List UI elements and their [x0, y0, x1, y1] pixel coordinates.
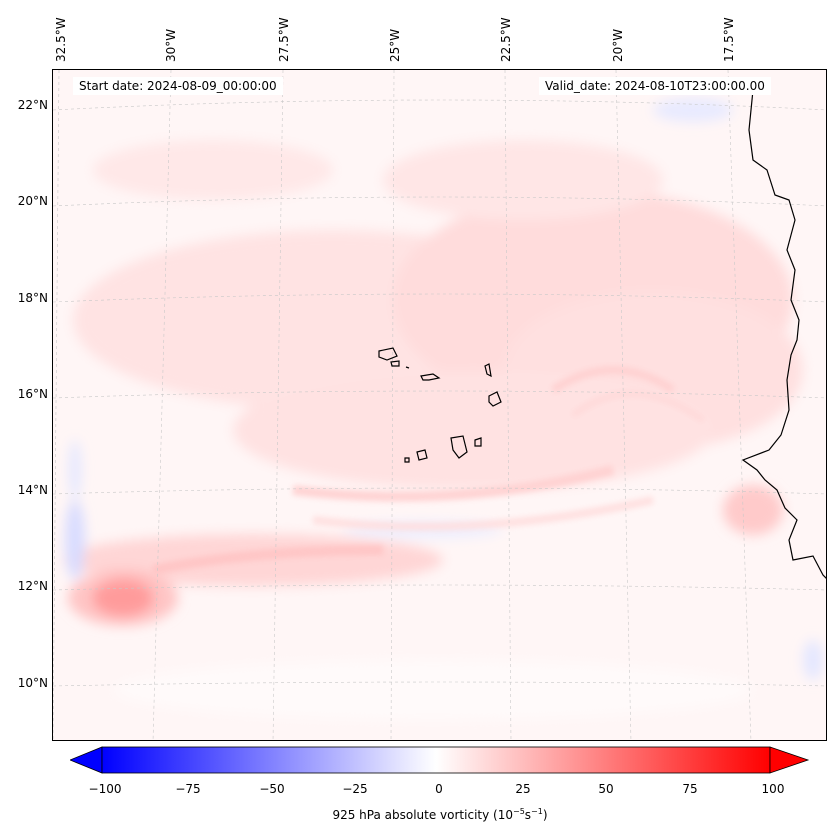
lat-label-10n: 10°N: [17, 676, 48, 690]
colorbar-high-extend: [769, 746, 810, 774]
lon-label-27-5w: 27.5°W: [277, 17, 291, 62]
africa-coastline: [741, 89, 826, 579]
colorbar-gradient: [101, 746, 771, 774]
colorbar-low-extend: [70, 746, 103, 774]
colorbar-units-mid: s: [524, 808, 532, 822]
lat-label-12n: 12°N: [17, 579, 48, 593]
map-canvas: [53, 70, 826, 740]
lon-label-22-5w: 22.5°W: [499, 17, 513, 62]
lon-label-32-5w: 32.5°W: [54, 17, 68, 62]
colorbar-tick: 75: [682, 782, 698, 796]
colorbar-tick: 0: [435, 782, 443, 796]
colorbar-variable: 925 hPa absolute vorticity: [332, 808, 490, 822]
colorbar-units-exp1: −5: [512, 807, 525, 816]
colorbar-tick: 100: [761, 782, 785, 796]
vorticity-bands: [152, 366, 705, 575]
colorbar-tick: 50: [598, 782, 614, 796]
colorbar-tick: −100: [88, 782, 122, 796]
lon-label-30w: 30°W: [164, 28, 178, 62]
lat-label-22n: 22°N: [17, 98, 48, 112]
lon-label-17-5w: 17.5°W: [722, 17, 736, 62]
colorbar: [70, 746, 810, 774]
gridlines: [53, 70, 826, 740]
colorbar-tick: −50: [259, 782, 285, 796]
colorbar-units-exp2: −1: [531, 807, 543, 816]
lat-label-18n: 18°N: [17, 291, 48, 305]
vorticity-field: [63, 98, 823, 720]
lat-label-20n: 20°N: [17, 194, 48, 208]
start-date-label: Start date: 2024-08-09_00:00:00: [73, 77, 283, 95]
vorticity-map[interactable]: [52, 69, 827, 741]
lat-label-14n: 14°N: [17, 483, 48, 497]
colorbar-tick: 25: [515, 782, 531, 796]
colorbar-title: 925 hPa absolute vorticity (10−5s−1): [332, 807, 548, 822]
valid-date-label: Valid_date: 2024-08-10T23:00:00.00: [539, 77, 771, 95]
lat-label-16n: 16°N: [17, 387, 48, 401]
lon-label-25w: 25°W: [388, 28, 402, 62]
colorbar-tick: −75: [175, 782, 201, 796]
cape-verde-islands: [378, 347, 502, 463]
colorbar-tick: −25: [342, 782, 368, 796]
lon-label-20w: 20°W: [611, 28, 625, 62]
colorbar-units-base: 10: [497, 808, 513, 822]
